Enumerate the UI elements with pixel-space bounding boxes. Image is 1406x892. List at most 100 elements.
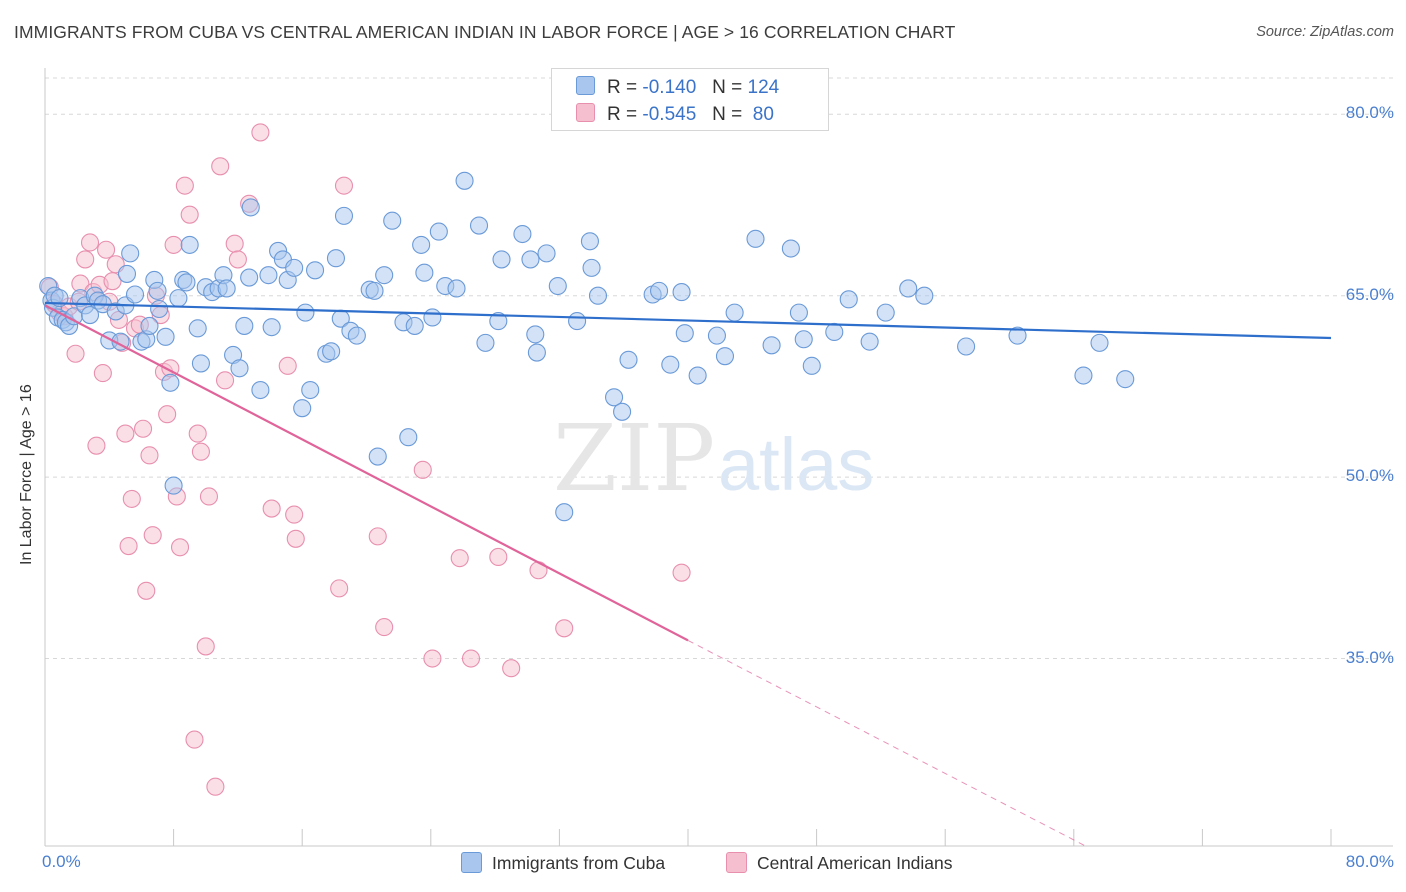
cai-point [413, 460, 432, 479]
cai-point [461, 649, 481, 668]
cuba-point [582, 258, 601, 277]
bottom-legend-label-cuba: Immigrants from Cuba [492, 853, 666, 873]
chart-title: IMMIGRANTS FROM CUBA VS CENTRAL AMERICAN… [14, 22, 956, 42]
cuba-point [306, 261, 325, 280]
cuba-point [825, 322, 844, 342]
legend-r-value-cuba: -0.140 [642, 77, 697, 98]
cuba-point [241, 198, 260, 217]
watermark-zip: ZIP [553, 405, 715, 512]
cai-point [143, 526, 162, 545]
cuba-point [1074, 366, 1093, 385]
cuba-point [180, 235, 199, 254]
cuba-point [259, 266, 278, 285]
cai-point [206, 777, 225, 796]
cuba-point [161, 373, 180, 392]
cai-point [164, 235, 183, 254]
cuba-point [117, 264, 137, 283]
cai-point [93, 364, 112, 383]
bottom-legend-cai: Central American Indians [726, 852, 953, 874]
cuba-point [150, 299, 169, 319]
cai-point [215, 371, 235, 390]
cuba-point [1008, 326, 1027, 345]
cai-point [80, 233, 100, 252]
cai-point [672, 563, 691, 582]
cuba-point [412, 235, 431, 254]
cuba-point [957, 337, 976, 356]
cuba-point [177, 273, 196, 292]
y-tick-label: 65.0% [1345, 284, 1394, 304]
cuba-point [521, 250, 540, 269]
legend-r-value-cai: -0.545 [642, 104, 697, 125]
cuba-point [148, 281, 167, 300]
cuba-point [415, 263, 434, 282]
cuba-point [251, 380, 270, 400]
cuba-point [548, 276, 567, 296]
bottom-legend-cuba: Immigrants from Cuba [461, 852, 665, 874]
cuba-point [860, 332, 879, 351]
cai-point [529, 561, 548, 580]
cuba-point [322, 342, 341, 361]
cuba-point [326, 249, 346, 268]
cuba-point [839, 290, 858, 309]
cuba-point [296, 303, 315, 322]
cai-point [196, 637, 215, 656]
bottom-legend-swatch-cuba [461, 852, 482, 873]
cuba-point [661, 355, 680, 374]
cuba-point [230, 359, 249, 378]
cuba-point [240, 268, 259, 287]
cuba-point [489, 312, 508, 331]
legend-n-value-cuba: 124 [747, 77, 780, 98]
cuba-point [1116, 370, 1135, 389]
cai-trend-line [44, 304, 689, 642]
legend-row-cuba: R = -0.140 N = 124 [576, 76, 779, 99]
cuba-point [423, 308, 442, 327]
cuba-point [365, 281, 384, 300]
cuba-point [334, 206, 354, 225]
cuba-point [672, 283, 691, 302]
cuba-point [164, 476, 183, 495]
cai-point [191, 442, 210, 461]
cuba-point [140, 316, 159, 335]
cai-point [87, 436, 106, 455]
cuba-point [580, 232, 599, 251]
cuba-point [725, 303, 744, 322]
cai-point [122, 489, 141, 508]
bottom-legend-label-cai: Central American Indians [757, 853, 953, 873]
x-tick-label-min: 0.0% [42, 852, 81, 871]
cuba-point [762, 336, 781, 355]
cuba-point [191, 354, 210, 373]
cai-point [278, 356, 297, 375]
cuba-point [605, 388, 624, 407]
cai-point [251, 123, 270, 142]
cuba-point [781, 239, 800, 258]
cuba-point [1090, 333, 1109, 352]
cai-point [262, 499, 281, 518]
cai-point [97, 240, 116, 259]
cuba-point [399, 428, 418, 447]
cai-point [330, 579, 349, 598]
legend-n-value-cai: 80 [747, 104, 774, 125]
cai-point [76, 250, 95, 269]
cuba-point [915, 286, 934, 305]
cuba-point [235, 316, 254, 335]
cuba-point [293, 399, 312, 418]
cai-point [134, 419, 153, 438]
cai-point [225, 234, 244, 253]
cuba-point [715, 347, 735, 366]
cuba-point [217, 279, 236, 298]
cuba-point [492, 250, 511, 269]
axes [44, 68, 1393, 847]
cai-point [158, 405, 177, 424]
cai-point [199, 487, 219, 506]
cuba-point [789, 303, 808, 322]
cuba-point [613, 402, 632, 421]
cuba-point [537, 244, 556, 263]
cai-point [368, 527, 387, 546]
cuba-point [188, 319, 207, 338]
cai-point [228, 250, 247, 269]
cai-point [137, 581, 156, 600]
cuba-point [80, 306, 100, 325]
source-label: Source: ZipAtlas.com [1256, 24, 1394, 40]
cai-point [119, 537, 138, 556]
